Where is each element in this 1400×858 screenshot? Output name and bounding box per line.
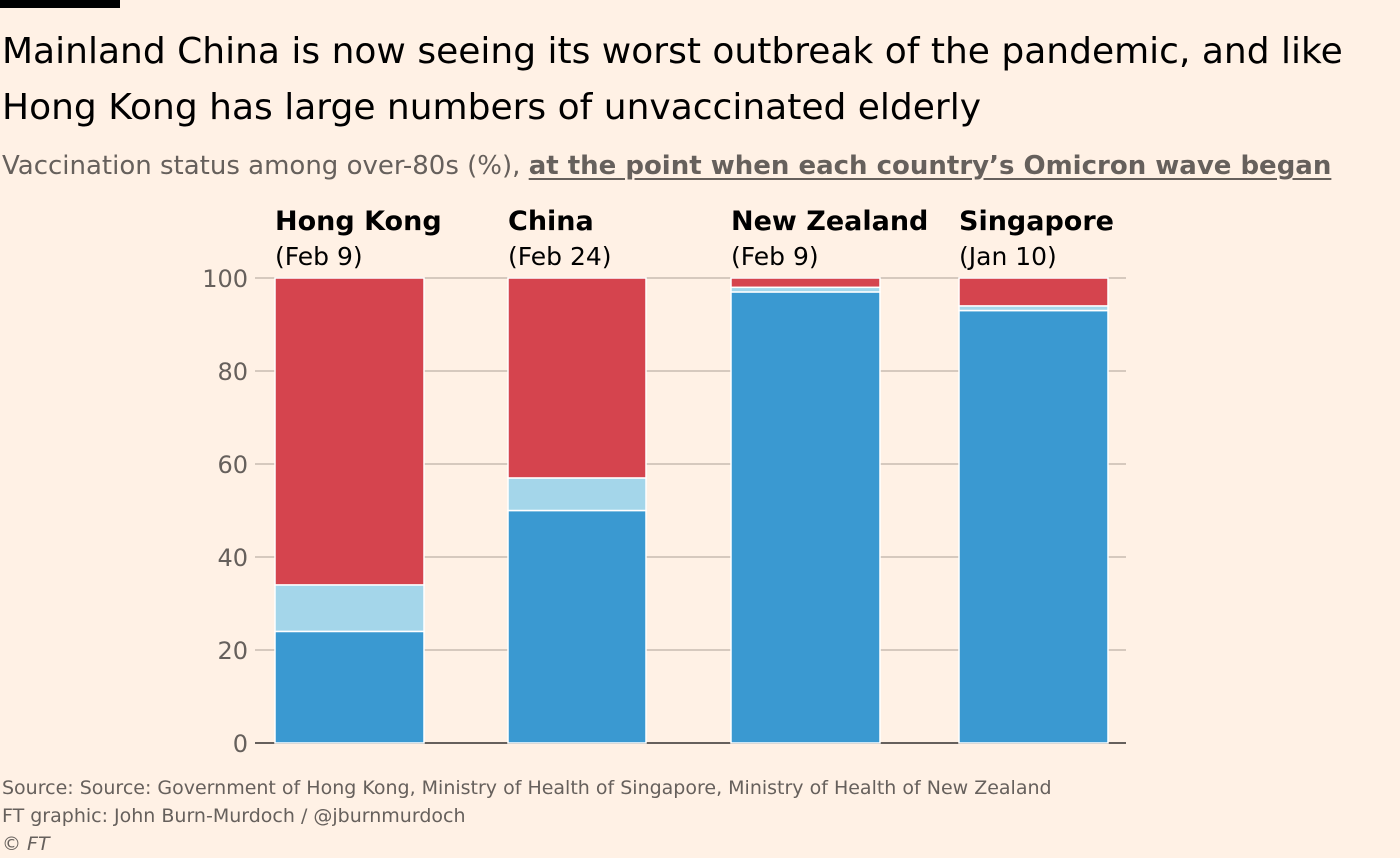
bar-segment-one-dose xyxy=(274,584,425,633)
category-label: Singapore xyxy=(959,206,1114,237)
category-label: New Zealand xyxy=(731,206,928,237)
y-tick-label: 40 xyxy=(217,544,248,572)
bar-segment-two-doses xyxy=(958,309,1109,744)
subtitle-text: Vaccination status among over-80s (%), xyxy=(2,151,529,181)
category-date-label: (Feb 9) xyxy=(275,242,363,271)
chart-footer: Source: Source: Government of Hong Kong,… xyxy=(2,774,1392,858)
bar-segment-two-doses xyxy=(507,509,647,744)
category-date-label: (Feb 9) xyxy=(731,242,819,271)
y-tick-label: 20 xyxy=(217,637,248,665)
category-label: Hong Kong xyxy=(275,206,442,237)
bar-layer xyxy=(274,277,1109,744)
y-tick-label: 80 xyxy=(217,358,248,386)
stacked-bar-chart: 0 20 40 60 80 100 Hong Kong (Feb 9) China (Feb 24… xyxy=(202,206,1126,758)
category-date-label: (Feb 24) xyxy=(508,242,612,271)
source-note: Source: Source: Government of Hong Kong,… xyxy=(2,777,1052,799)
y-tick-label: 0 xyxy=(233,730,248,758)
bar-segment-unvaccinated xyxy=(274,277,425,586)
label-layer: 0 20 40 60 80 100 Hong Kong (Feb 9) China (Feb 24… xyxy=(202,206,1114,758)
y-tick-label: 100 xyxy=(202,265,248,293)
bar-segment-two-doses xyxy=(274,630,425,744)
ft-accent-bar xyxy=(0,0,120,8)
bar-segment-unvaccinated xyxy=(730,277,881,289)
y-tick-label: 60 xyxy=(217,451,248,479)
bar-segment-unvaccinated xyxy=(507,277,647,479)
category-date-label: (Jan 10) xyxy=(959,242,1057,271)
bar-segment-one-dose xyxy=(507,477,647,512)
chart-subtitle: Vaccination status among over-80s (%), a… xyxy=(2,148,1392,184)
copyright: © FT xyxy=(2,833,50,855)
omicron-wave-link[interactable]: at the point when each country’s Omicron… xyxy=(528,151,1332,181)
bar-segment-unvaccinated xyxy=(958,277,1109,307)
bar-segment-two-doses xyxy=(730,291,881,744)
graphic-credit: FT graphic: John Burn-Murdoch / @jburnmu… xyxy=(2,805,466,827)
chart-title: Mainland China is now seeing its worst o… xyxy=(2,31,1343,128)
category-label: China xyxy=(508,206,594,237)
